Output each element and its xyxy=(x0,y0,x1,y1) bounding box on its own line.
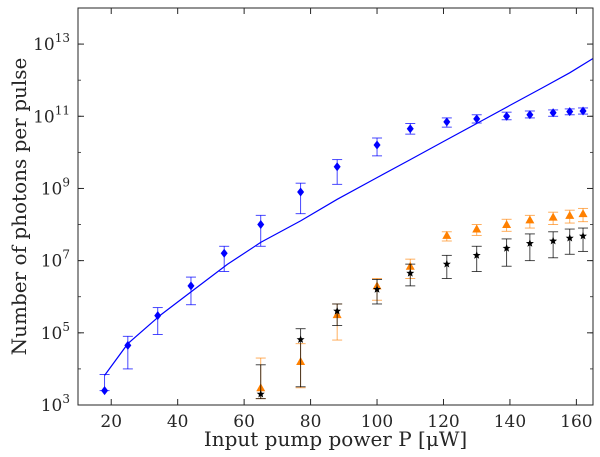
diamond-point xyxy=(220,248,228,258)
star-point xyxy=(296,335,305,343)
y-tick-label-base: 10 xyxy=(33,107,55,127)
y-tick-label: 107 xyxy=(41,248,70,272)
diamond-point xyxy=(406,124,414,134)
triangle-point xyxy=(525,215,535,224)
star-point xyxy=(502,244,511,252)
diamond-point xyxy=(473,114,481,124)
triangle-point xyxy=(565,210,575,219)
x-tick-label: 120 xyxy=(427,412,459,432)
triangle-point xyxy=(548,212,558,221)
error-bar xyxy=(548,231,559,259)
star-point xyxy=(549,236,558,245)
star-point xyxy=(525,239,534,247)
y-tick-label-exponent: 3 xyxy=(62,392,70,406)
star-point xyxy=(333,306,342,315)
y-tick-label-exponent: 7 xyxy=(62,248,70,262)
x-tick-label: 20 xyxy=(100,412,122,432)
series-diamond xyxy=(99,106,589,396)
y-tick-label: 1011 xyxy=(33,103,70,127)
star-point xyxy=(565,233,574,242)
error-bar xyxy=(524,233,535,262)
star-point xyxy=(472,251,481,259)
x-tick-label: 80 xyxy=(300,412,322,432)
y-tick-label-exponent: 5 xyxy=(62,320,70,334)
diamond-point xyxy=(187,281,195,291)
axes-box xyxy=(77,7,594,406)
y-tick-label-base: 10 xyxy=(41,324,63,344)
y-tick-label-base: 10 xyxy=(41,179,63,199)
triangle-point xyxy=(578,209,588,218)
diamond-point xyxy=(124,340,132,350)
diamond-point xyxy=(549,108,557,118)
error-bar xyxy=(471,245,482,272)
diamond-point xyxy=(526,110,534,120)
diamond-point xyxy=(333,162,341,172)
data-marks xyxy=(99,106,589,400)
star-point xyxy=(256,389,265,398)
y-tick-label: 105 xyxy=(41,320,70,344)
diamond-point xyxy=(101,386,109,396)
plot-background xyxy=(78,8,593,405)
y-axis-label: Number of photons per pulse xyxy=(7,58,31,356)
triangle-point xyxy=(502,220,512,229)
diamond-point xyxy=(373,140,381,150)
diamond-point xyxy=(503,111,511,121)
x-tick-label: 100 xyxy=(361,412,393,432)
diamond-point xyxy=(297,187,305,197)
y-tick-label-exponent: 9 xyxy=(62,175,70,189)
plot-area xyxy=(78,8,594,405)
diamond-point xyxy=(257,220,265,230)
error-bar xyxy=(501,238,512,267)
diamond-point xyxy=(443,117,451,127)
diamond-point xyxy=(154,311,162,321)
star-point xyxy=(373,285,381,293)
series-star xyxy=(255,227,589,400)
triangle-point xyxy=(442,230,452,239)
y-tick-label-exponent: 13 xyxy=(55,31,70,45)
y-tick-label: 1013 xyxy=(33,31,70,55)
x-tick-label: 60 xyxy=(233,412,255,432)
triangle-point xyxy=(472,224,482,233)
y-tick-label-base: 10 xyxy=(41,252,63,272)
error-bar xyxy=(441,254,452,279)
y-tick-label: 109 xyxy=(41,175,70,199)
error-bar xyxy=(564,228,575,255)
diamond-point xyxy=(579,106,587,116)
error-bar xyxy=(372,279,383,305)
y-tick-label-base: 10 xyxy=(33,35,55,55)
y-tick-label: 103 xyxy=(41,392,70,416)
fit-curve xyxy=(104,57,594,376)
x-axis-label: Input pump power P [μW] xyxy=(204,427,467,451)
x-tick-label: 140 xyxy=(494,412,526,432)
star-point xyxy=(406,269,415,277)
star-point xyxy=(442,259,451,268)
y-tick-label-exponent: 11 xyxy=(55,103,70,117)
y-tick-label-base: 10 xyxy=(41,396,63,416)
x-tick-label: 40 xyxy=(167,412,189,432)
diamond-point xyxy=(566,107,574,117)
x-tick-label: 160 xyxy=(560,412,592,432)
star-point xyxy=(579,231,587,240)
